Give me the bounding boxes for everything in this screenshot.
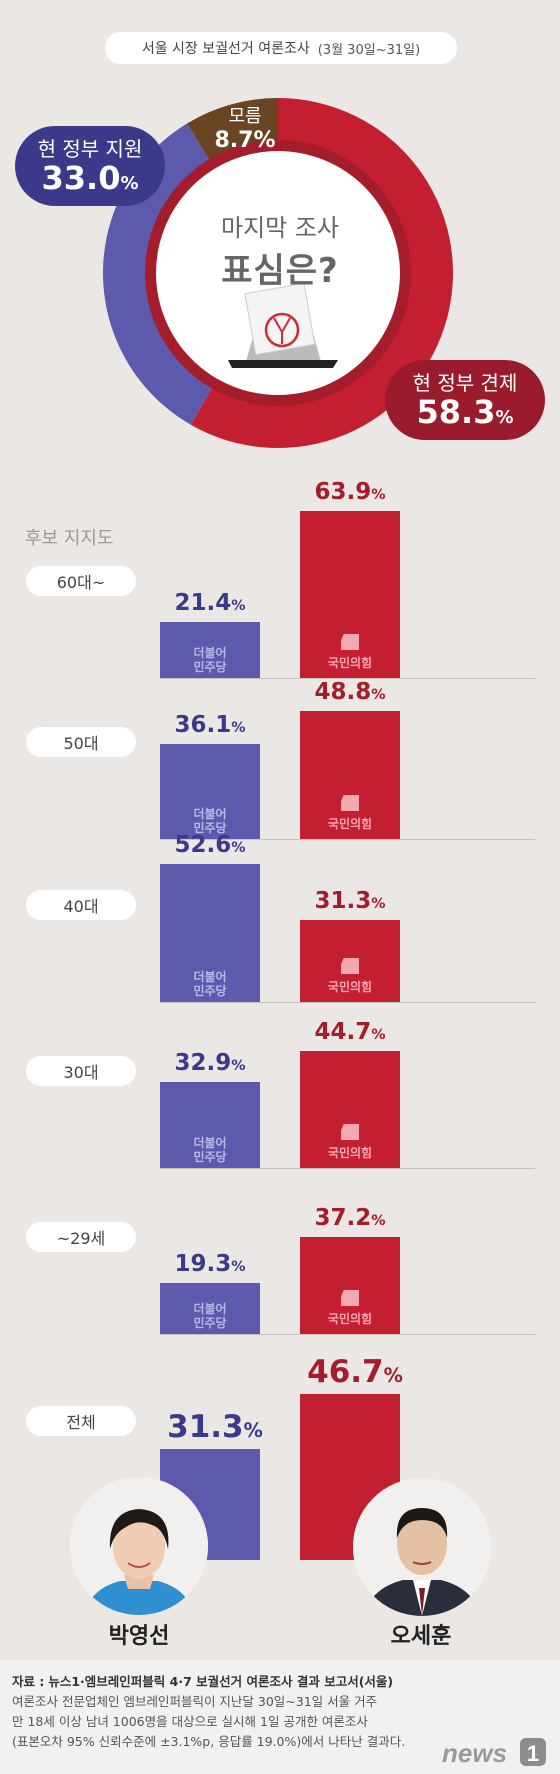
value-label-ppp-total: 46.7% xyxy=(307,1353,403,1390)
bar-dem xyxy=(160,744,260,839)
donut-center xyxy=(156,151,400,395)
baseline xyxy=(160,1002,535,1003)
support-value: 33.0% xyxy=(41,159,139,197)
party-label-ppp: 국민의힘 xyxy=(327,656,373,670)
ballot-box-icon xyxy=(228,282,338,368)
source-line-3: 만 18세 이상 남녀 1006명을 대상으로 실시해 1일 공개한 여론조사 xyxy=(12,1714,368,1729)
donut-center-question: 마지막 조사 표심은? xyxy=(200,208,360,292)
center-line-2: 표심은? xyxy=(221,251,339,291)
bar-ppp xyxy=(300,711,400,839)
unknown-label: 모름 8.7% xyxy=(205,102,285,153)
value-label-dem: 21.4% xyxy=(174,589,246,616)
center-line-1: 마지막 조사 xyxy=(220,214,340,242)
bar-ppp xyxy=(300,1236,400,1334)
chart-title: 서울 시장 보궐선거 여론조사 (3월 30일~31일) xyxy=(105,32,457,64)
bar-dem xyxy=(160,1283,260,1334)
oppose-label-text: 현 정부 견제 xyxy=(412,371,518,395)
party-label-dem: 더불어 민주당 xyxy=(193,1302,227,1330)
value-label-dem: 52.6% xyxy=(174,832,246,859)
value-label-ppp: 48.8% xyxy=(314,679,386,706)
party-label-ppp: 국민의힘 xyxy=(327,980,373,994)
age-group-label: 전체 xyxy=(26,1406,136,1436)
bar-dem xyxy=(160,864,260,1002)
news1-logo: news 1 xyxy=(442,1738,546,1768)
source-label: 자료 : xyxy=(12,1674,45,1689)
baseline xyxy=(160,1168,535,1169)
ppp-logo-icon xyxy=(341,795,359,811)
source-line-4: (표본오차 95% 신뢰수준에 ±3.1%p, 응답률 19.0%)에서 나타난… xyxy=(12,1734,406,1749)
section-title: 후보 지지도 xyxy=(25,528,114,549)
value-label-dem: 36.1% xyxy=(174,712,246,739)
ppp-logo-icon xyxy=(341,634,359,650)
logo-text: news xyxy=(442,1738,507,1768)
bar-dem xyxy=(160,621,260,678)
oppose-value: 58.3% xyxy=(416,393,514,431)
unknown-value: 8.7% xyxy=(214,128,276,153)
value-label-ppp: 37.2% xyxy=(314,1204,386,1231)
age-group-label: 40대 xyxy=(26,890,136,920)
title-dates: (3월 30일~31일) xyxy=(317,42,421,58)
value-label-ppp: 44.7% xyxy=(314,1018,386,1045)
baseline xyxy=(160,1334,535,1335)
party-label-ppp: 국민의힘 xyxy=(327,817,373,831)
candidate-photo-ppp xyxy=(353,1478,491,1616)
baseline xyxy=(160,678,535,679)
party-label-dem: 더불어 민주당 xyxy=(193,970,227,998)
age-group-label: 60대~ xyxy=(26,566,136,596)
value-label-dem: 32.9% xyxy=(174,1049,246,1076)
bar-ppp xyxy=(300,1050,400,1168)
value-label-dem-total: 31.3% xyxy=(167,1408,263,1445)
donut-chart xyxy=(102,98,454,448)
logo-badge xyxy=(520,1738,546,1766)
party-label-dem: 더불어 민주당 xyxy=(193,646,227,674)
oppose-label: 현 정부 견제 58.3% xyxy=(385,360,545,440)
baseline xyxy=(160,839,535,840)
source-title: 뉴스1·엠브레인퍼블릭 4·7 보궐선거 여론조사 결과 보고서(서울) xyxy=(48,1674,394,1689)
age-group-label: 50대 xyxy=(26,727,136,757)
party-label-dem: 더불어 민주당 xyxy=(193,1136,227,1164)
party-label-ppp: 국민의힘 xyxy=(327,1312,373,1326)
candidate-name-ppp: 오세훈 xyxy=(390,1624,452,1649)
candidate-photo-dem xyxy=(70,1477,208,1615)
value-label-ppp: 63.9% xyxy=(314,478,386,505)
logo-number: 1 xyxy=(527,1741,539,1766)
title-text: 서울 시장 보궐선거 여론조사 xyxy=(141,41,310,57)
party-label-dem: 더불어 민주당 xyxy=(193,807,227,835)
footer xyxy=(0,1660,560,1774)
support-label-text: 현 정부 지원 xyxy=(37,137,143,161)
ppp-logo-icon xyxy=(341,1124,359,1140)
age-group-label: 30대 xyxy=(26,1056,136,1086)
ppp-logo-icon xyxy=(341,1290,359,1306)
value-label-ppp: 31.3% xyxy=(314,887,386,914)
unknown-label-text: 모름 xyxy=(228,106,262,127)
bar-ppp xyxy=(300,510,400,678)
support-label: 현 정부 지원 33.0% xyxy=(15,126,165,206)
source-line-2: 여론조사 전문업체인 엠브레인퍼블릭이 지난달 30일~31일 서울 거주 xyxy=(12,1694,378,1709)
ppp-logo-icon xyxy=(341,958,359,974)
value-label-dem: 19.3% xyxy=(174,1251,246,1278)
age-group-label: ~29세 xyxy=(26,1222,136,1252)
candidate-name-dem: 박영선 xyxy=(108,1624,170,1649)
source-text: 자료 : 뉴스1·엠브레인퍼블릭 4·7 보궐선거 여론조사 결과 보고서(서울… xyxy=(12,1672,492,1752)
bar-dem xyxy=(160,1081,260,1168)
party-label-ppp: 국민의힘 xyxy=(327,1146,373,1160)
